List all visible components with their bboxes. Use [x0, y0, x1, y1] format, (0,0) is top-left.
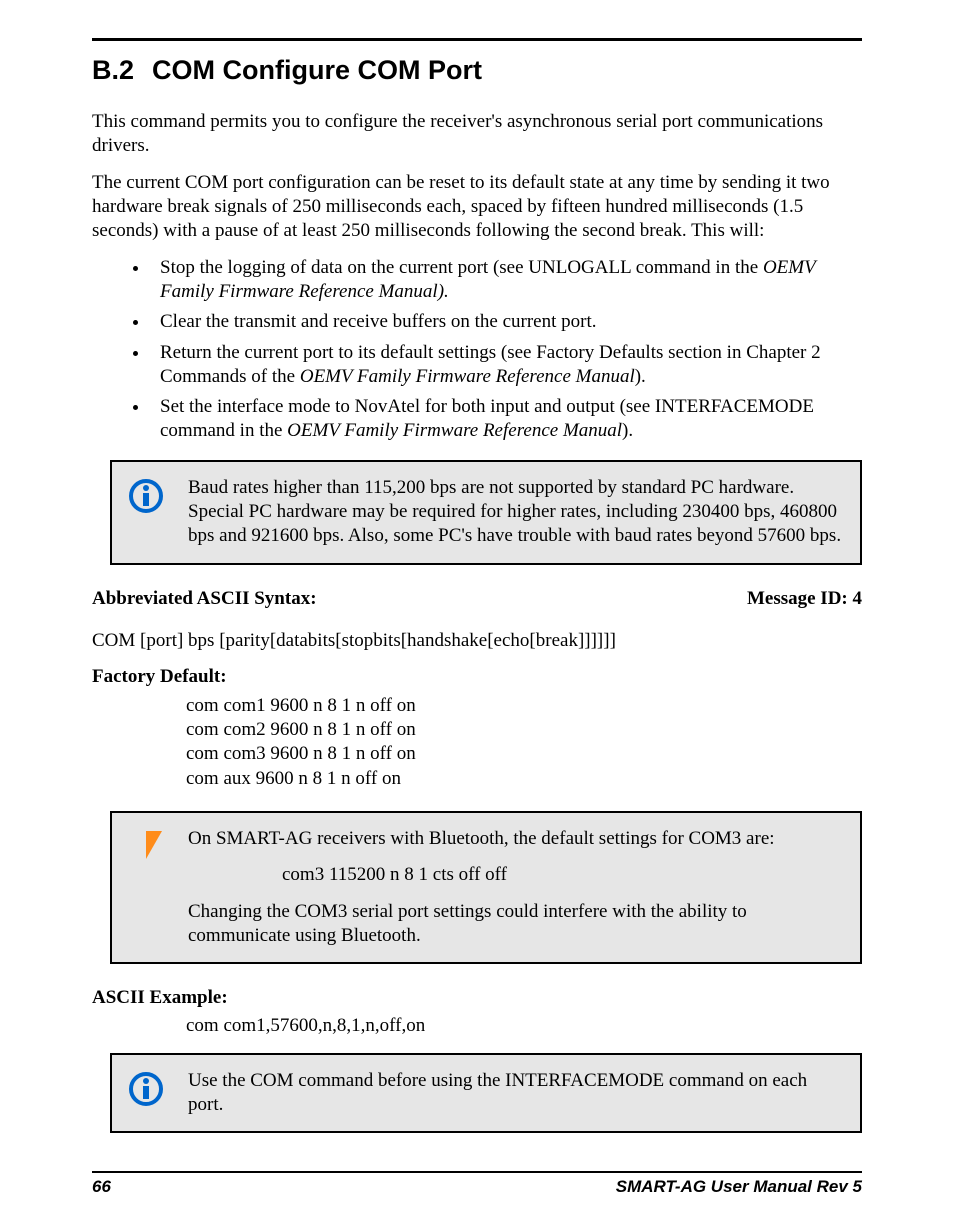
footer: 66 SMART-AG User Manual Rev 5: [92, 1171, 862, 1197]
reset-list: Stop the logging of data on the current …: [150, 256, 862, 444]
mono-line: com com2 9600 n 8 1 n off on: [186, 718, 862, 742]
mono-line: com aux 9600 n 8 1 n off on: [186, 767, 862, 791]
warning-mono: com3 115200 n 8 1 cts off off: [188, 851, 842, 899]
section-title: COM Configure COM Port: [152, 55, 482, 85]
list-text: Clear the transmit and receive buffers o…: [160, 311, 596, 332]
section-number: B.2: [92, 55, 134, 86]
body: This command permits you to configure th…: [92, 110, 862, 1133]
message-id: Message ID: 4: [747, 587, 862, 611]
factory-default-block: com com1 9600 n 8 1 n off on com com2 96…: [186, 694, 862, 791]
list-item: Return the current port to its default s…: [150, 341, 862, 390]
manual-ref: OEMV Family Firmware Reference Manual: [300, 366, 635, 387]
list-text: ).: [635, 366, 646, 387]
section-heading: B.2 COM Configure COM Port: [92, 55, 862, 86]
warning-note-box: On SMART-AG receivers with Bluetooth, th…: [110, 811, 862, 964]
warning-p2: Changing the COM3 serial port settings c…: [188, 900, 842, 949]
page-number: 66: [92, 1177, 111, 1197]
reset-paragraph: The current COM port configuration can b…: [92, 171, 862, 244]
list-item: Clear the transmit and receive buffers o…: [150, 310, 862, 334]
list-text: ).: [438, 281, 449, 302]
manual-ref: OEMV Family Firmware Reference Manual: [287, 420, 622, 441]
mono-line: com com1 9600 n 8 1 n off on: [186, 694, 862, 718]
warning-p1: On SMART-AG receivers with Bluetooth, th…: [188, 827, 842, 851]
intro-paragraph: This command permits you to configure th…: [92, 110, 862, 159]
info-note-text: Baud rates higher than 115,200 bps are n…: [188, 476, 842, 549]
syntax-row: Abbreviated ASCII Syntax: Message ID: 4: [92, 587, 862, 611]
top-rule: [92, 38, 862, 41]
footer-row: 66 SMART-AG User Manual Rev 5: [92, 1177, 862, 1197]
info-note-box: Baud rates higher than 115,200 bps are n…: [110, 460, 862, 565]
mono-line: com com1,57600,n,8,1,n,off,on: [186, 1014, 862, 1038]
mono-line: com com3 9600 n 8 1 n off on: [186, 742, 862, 766]
warning-note-text: On SMART-AG receivers with Bluetooth, th…: [188, 827, 842, 948]
info-icon: [126, 1069, 166, 1107]
factory-default-label: Factory Default:: [92, 665, 862, 689]
info-note-box: Use the COM command before using the INT…: [110, 1053, 862, 1134]
ascii-example-label: ASCII Example:: [92, 986, 862, 1010]
page: B.2 COM Configure COM Port This command p…: [0, 0, 954, 1227]
footer-title: SMART-AG User Manual Rev 5: [616, 1177, 862, 1197]
list-item: Stop the logging of data on the current …: [150, 256, 862, 305]
syntax-label: Abbreviated ASCII Syntax:: [92, 587, 317, 611]
warning-icon: [126, 827, 166, 861]
footer-rule: [92, 1171, 862, 1173]
syntax-line: COM [port] bps [parity[databits[stopbits…: [92, 629, 862, 653]
list-text: Stop the logging of data on the current …: [160, 257, 763, 278]
info-icon: [126, 476, 166, 514]
list-text: ).: [622, 420, 633, 441]
info-note-text: Use the COM command before using the INT…: [188, 1069, 842, 1118]
list-item: Set the interface mode to NovAtel for bo…: [150, 395, 862, 444]
ascii-example-block: com com1,57600,n,8,1,n,off,on: [186, 1014, 862, 1038]
